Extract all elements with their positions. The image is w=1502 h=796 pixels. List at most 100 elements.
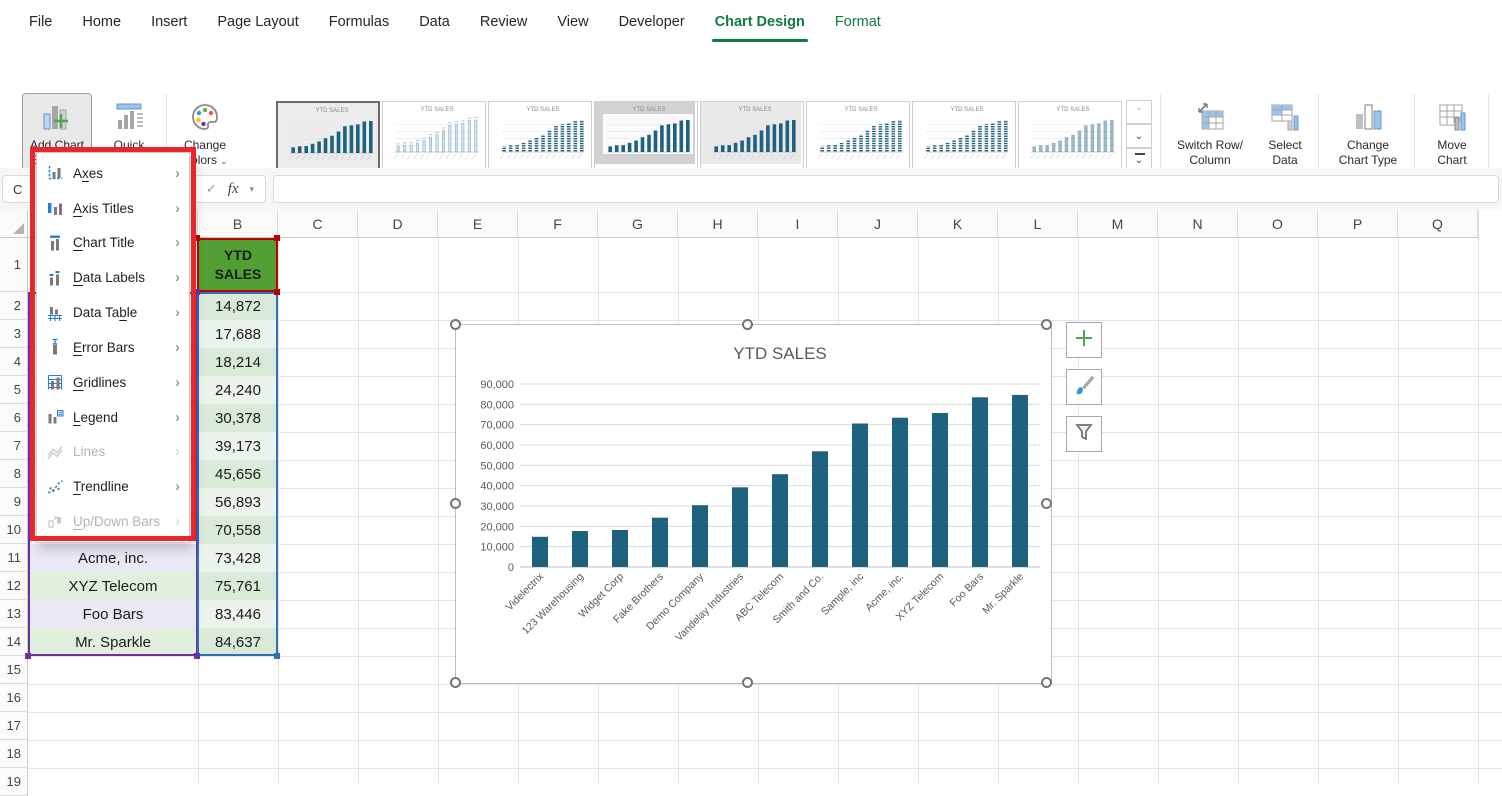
menu-item-trendline[interactable]: Trendline › <box>37 470 189 503</box>
formula-input[interactable] <box>273 175 1499 203</box>
menu-item-legend[interactable]: Legend › <box>37 401 189 434</box>
cell-a12[interactable]: XYZ Telecom <box>28 572 198 600</box>
cell-b9[interactable]: 56,893 <box>198 488 278 516</box>
chart-object[interactable]: YTD SALES 0 10,000 20,000 30,000 40,000 50,000… <box>450 319 1052 688</box>
cell-b3[interactable]: 17,688 <box>198 320 278 348</box>
row-header-14[interactable]: 14 <box>0 628 28 656</box>
row-header-12[interactable]: 12 <box>0 572 28 600</box>
row-header-13[interactable]: 13 <box>0 600 28 628</box>
row-header-15[interactable]: 15 <box>0 656 28 684</box>
chevron-down-icon[interactable]: ▾ <box>249 183 255 194</box>
row-header-9[interactable]: 9 <box>0 488 28 516</box>
tab-formulas[interactable]: Formulas <box>328 14 390 30</box>
cell-b12[interactable]: 75,761 <box>198 572 278 600</box>
row-header-18[interactable]: 18 <box>0 740 28 768</box>
tab-file[interactable]: File <box>29 14 53 30</box>
chart-elements-button[interactable] <box>1066 322 1102 358</box>
column-header-l[interactable]: L <box>998 210 1078 238</box>
tab-page-layout[interactable]: Page Layout <box>217 14 299 30</box>
chart-style-thumbnail-7[interactable]: YTD SALES <box>912 101 1016 171</box>
select-data-button[interactable]: Select Data <box>1256 93 1314 183</box>
chart-selection-handle[interactable] <box>1041 498 1052 509</box>
tab-insert[interactable]: Insert <box>151 14 188 30</box>
cell-a14[interactable]: Mr. Sparkle <box>28 628 198 656</box>
switch-row-column-button[interactable]: Switch Row/Column <box>1168 93 1252 183</box>
tab-review[interactable]: Review <box>479 14 528 30</box>
chart-style-thumbnail-2[interactable]: YTD SALES <box>382 101 486 171</box>
row-header-19[interactable]: 19 <box>0 768 28 796</box>
row-header-1[interactable]: 1 <box>0 238 28 292</box>
row-header-4[interactable]: 4 <box>0 348 28 376</box>
tab-format[interactable]: Format <box>834 14 881 30</box>
chart-selection-handle[interactable] <box>742 677 753 688</box>
column-header-g[interactable]: G <box>598 210 678 238</box>
column-header-q[interactable]: Q <box>1398 210 1478 238</box>
column-header-b[interactable]: B <box>198 210 278 238</box>
menu-item-chart-title[interactable]: Chart Title › <box>37 226 189 259</box>
cell-b14[interactable]: 84,637 <box>198 628 278 656</box>
chart-style-thumbnail-5[interactable]: YTD SALES <box>700 101 804 171</box>
change-chart-type-button[interactable]: Change Chart Type <box>1326 93 1410 183</box>
chart-style-thumbnail-4[interactable]: YTD SALES <box>594 101 698 171</box>
tab-chart-design[interactable]: Chart Design <box>700 0 820 44</box>
chart-title[interactable]: YTD SALES <box>733 344 827 363</box>
chart-filters-button[interactable] <box>1066 416 1102 452</box>
menu-item-gridlines[interactable]: Gridlines › <box>37 366 189 399</box>
cell-a13[interactable]: Foo Bars <box>28 600 198 628</box>
column-header-p[interactable]: P <box>1318 210 1398 238</box>
enter-check-icon[interactable]: ✓ <box>205 181 217 196</box>
column-header-f[interactable]: F <box>518 210 598 238</box>
chart-selection-handle[interactable] <box>742 319 753 330</box>
insert-function-fx-icon[interactable]: fx <box>227 180 239 197</box>
column-header-o[interactable]: O <box>1238 210 1318 238</box>
row-header-17[interactable]: 17 <box>0 712 28 740</box>
cell-b5[interactable]: 24,240 <box>198 376 278 404</box>
chart-selection-handle[interactable] <box>450 319 461 330</box>
select-all-corner[interactable] <box>0 210 28 238</box>
tab-view[interactable]: View <box>557 14 589 30</box>
menu-item-error-bars[interactable]: Error Bars › <box>37 331 189 364</box>
menu-item-data-table[interactable]: Data Table › <box>37 296 189 329</box>
cell-b6[interactable]: 30,378 <box>198 404 278 432</box>
row-header-11[interactable]: 11 <box>0 544 28 572</box>
tab-home[interactable]: Home <box>82 14 122 30</box>
column-header-c[interactable]: C <box>278 210 358 238</box>
chart-selection-handle[interactable] <box>1041 319 1052 330</box>
chart-selection-handle[interactable] <box>450 677 461 688</box>
cell-b7[interactable]: 39,173 <box>198 432 278 460</box>
tab-developer[interactable]: Developer <box>618 14 685 30</box>
cell-b11[interactable]: 73,428 <box>198 544 278 572</box>
column-header-k[interactable]: K <box>918 210 998 238</box>
cell-a11[interactable]: Acme, inc. <box>28 544 198 572</box>
chart-style-thumbnail-1[interactable]: YTD SALES <box>276 101 380 171</box>
gallery-scroll-down-icon[interactable]: ⌄ <box>1126 124 1152 148</box>
tab-data[interactable]: Data <box>419 14 450 30</box>
chart-selection-handle[interactable] <box>450 498 461 509</box>
row-header-2[interactable]: 2 <box>0 292 28 320</box>
name-box[interactable]: C <box>2 175 32 203</box>
menu-item-axis-titles[interactable]: Axis Titles › <box>37 192 189 225</box>
cell-b8[interactable]: 45,656 <box>198 460 278 488</box>
menu-item-data-labels[interactable]: Data Labels › <box>37 261 189 294</box>
row-header-8[interactable]: 8 <box>0 460 28 488</box>
column-header-j[interactable]: J <box>838 210 918 238</box>
cell-b13[interactable]: 83,446 <box>198 600 278 628</box>
column-header-d[interactable]: D <box>358 210 438 238</box>
row-header-3[interactable]: 3 <box>0 320 28 348</box>
gallery-scroll-up-icon[interactable]: ⌃ <box>1126 100 1152 124</box>
row-header-10[interactable]: 10 <box>0 516 28 544</box>
chart-selection-handle[interactable] <box>1041 677 1052 688</box>
chart-style-thumbnail-3[interactable]: YTD SALES <box>488 101 592 171</box>
column-header-i[interactable]: I <box>758 210 838 238</box>
chart-style-thumbnail-6[interactable]: YTD SALES <box>806 101 910 171</box>
cell-b10[interactable]: 70,558 <box>198 516 278 544</box>
row-header-16[interactable]: 16 <box>0 684 28 712</box>
chart-style-thumbnail-8[interactable]: YTD SALES <box>1018 101 1122 171</box>
row-header-7[interactable]: 7 <box>0 432 28 460</box>
cell-b2[interactable]: 14,872 <box>198 292 278 320</box>
column-header-m[interactable]: M <box>1078 210 1158 238</box>
chart-styles-button[interactable] <box>1066 369 1102 405</box>
menu-item-axes[interactable]: Axes › <box>37 157 189 190</box>
cell-b1[interactable]: YTD SALES <box>198 238 278 292</box>
row-header-5[interactable]: 5 <box>0 376 28 404</box>
